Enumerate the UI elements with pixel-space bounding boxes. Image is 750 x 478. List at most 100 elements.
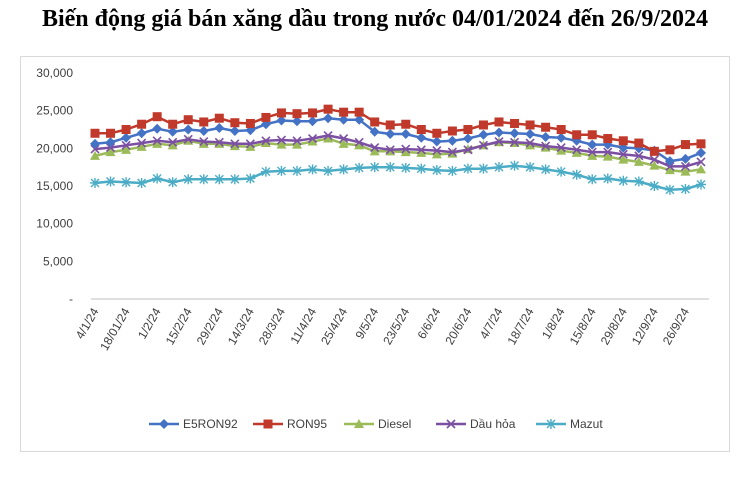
data-point [214, 113, 224, 123]
data-point [509, 128, 520, 139]
data-point [90, 144, 100, 154]
data-point [478, 163, 489, 174]
chart-area: - 5,000 10,000 15,000 20,000 25,000 30,000 4/1/… [20, 56, 730, 452]
data-point [572, 130, 582, 140]
data-point [121, 125, 131, 134]
data-point [168, 137, 178, 147]
data-point [323, 104, 333, 114]
data-point [432, 146, 442, 156]
data-point [525, 129, 536, 140]
data-point [556, 166, 567, 177]
data-point [696, 157, 706, 167]
data-point [152, 173, 163, 184]
data-point [447, 135, 458, 146]
x-tick-label: 18/01/24 [97, 305, 133, 353]
data-point [680, 153, 691, 164]
x-tick-label: 9/5/24 [352, 305, 381, 341]
data-point [665, 145, 675, 155]
data-point [338, 138, 349, 148]
data-point [525, 138, 535, 148]
series-line [94, 137, 702, 173]
data-point [664, 156, 675, 167]
data-point [401, 119, 411, 129]
data-point [260, 138, 271, 148]
data-point [198, 126, 209, 137]
data-point [105, 137, 116, 148]
data-point [540, 132, 551, 143]
data-point [90, 177, 100, 188]
data-point [152, 138, 163, 148]
data-point [245, 173, 256, 184]
legend-marker [263, 419, 273, 429]
data-point [307, 133, 318, 144]
data-point [525, 140, 536, 150]
x-tick-label: 20/6/24 [442, 305, 474, 347]
data-point [292, 109, 302, 119]
x-tick-label: 28/3/24 [256, 305, 288, 347]
data-point [572, 145, 582, 155]
data-point [276, 135, 287, 145]
data-point [416, 125, 426, 134]
data-point [649, 160, 660, 170]
data-point [261, 136, 271, 146]
x-tick-label: 4/7/24 [477, 305, 506, 341]
data-point [276, 115, 287, 126]
data-point [152, 136, 162, 146]
data-point [354, 107, 364, 117]
data-point [323, 165, 334, 176]
data-point [571, 169, 582, 180]
data-point [369, 146, 380, 156]
legend-label: RON95 [287, 417, 327, 431]
legend-marker [354, 419, 364, 428]
data-point [167, 140, 178, 150]
data-point [463, 125, 473, 134]
data-point [680, 184, 691, 195]
data-point [385, 120, 395, 130]
data-point [431, 165, 442, 176]
legend-label: E5RON92 [183, 417, 238, 431]
data-point [525, 162, 536, 173]
data-point [105, 147, 116, 157]
data-point [106, 128, 116, 138]
data-point [199, 136, 209, 147]
series-line [94, 164, 702, 192]
data-point [556, 132, 567, 143]
data-point [167, 126, 178, 137]
data-point [431, 136, 442, 147]
y-tick-label: - [69, 292, 73, 306]
data-point [354, 137, 364, 147]
data-point [587, 139, 598, 150]
data-point [338, 164, 349, 175]
data-point [571, 147, 582, 157]
data-point [90, 138, 100, 149]
data-point [339, 107, 349, 117]
data-point [354, 162, 365, 173]
data-point [230, 118, 240, 128]
x-tick-label: 6/6/24 [415, 305, 444, 341]
data-point [292, 139, 302, 149]
data-point [308, 108, 318, 118]
data-point [494, 162, 504, 173]
legend-marker [446, 419, 456, 429]
x-tick-label: 15/8/24 [567, 305, 599, 347]
data-point [556, 145, 567, 155]
data-point [400, 129, 411, 140]
data-point [462, 163, 473, 174]
chart-title: Biến động giá bán xăng dầu trong nước 04… [41, 6, 709, 32]
data-point [214, 122, 225, 133]
data-point [634, 138, 644, 148]
data-point [307, 116, 318, 127]
data-point [136, 128, 147, 139]
data-point [696, 164, 706, 174]
data-point [525, 120, 535, 130]
data-point [447, 126, 457, 136]
data-point [276, 108, 286, 118]
data-point [633, 176, 644, 187]
data-point [276, 165, 287, 176]
data-point [229, 141, 240, 151]
data-point [183, 115, 193, 125]
data-point [198, 138, 209, 148]
data-point [276, 139, 287, 149]
x-tick-label: 15/2/24 [163, 305, 195, 347]
data-point [618, 136, 628, 146]
